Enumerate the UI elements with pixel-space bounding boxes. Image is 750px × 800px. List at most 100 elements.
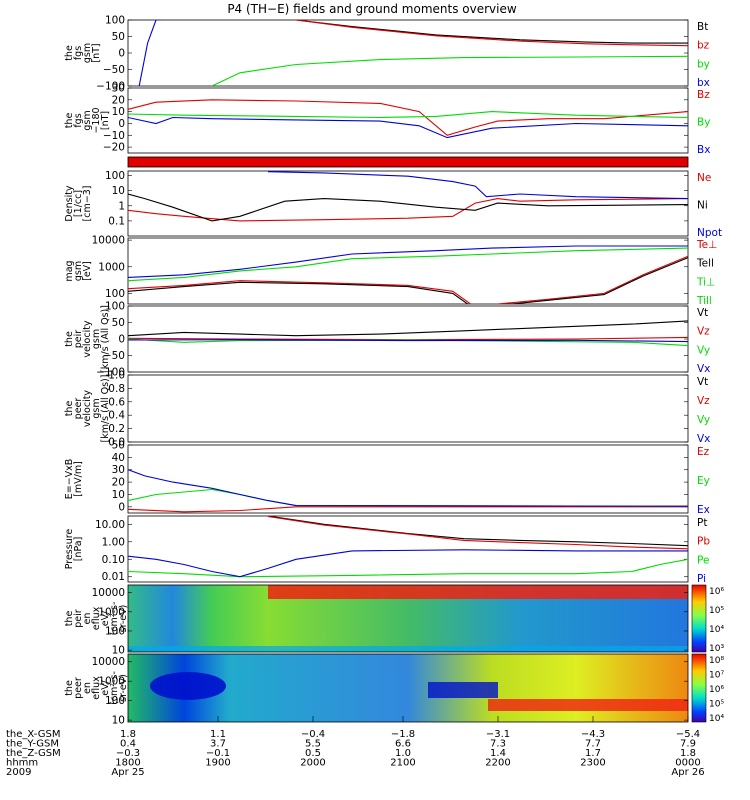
y-tick-label: 0.8 [108, 383, 125, 395]
x-row-value: 2100 [390, 758, 415, 769]
y-tick-label: 30 [112, 83, 125, 95]
panel-p4: 10000 1000 100 maggsm[eV] Te⊥ Tell Ti⊥ Till [64, 235, 717, 307]
y-axis-label-line: gsm [73, 261, 84, 281]
y-axis-label-line: peir [73, 609, 84, 628]
y-tick-label: 50 [112, 440, 125, 452]
y-tick-label: 10 [112, 106, 125, 118]
series-line-Pt [267, 516, 688, 547]
y-tick-label: 1 [118, 200, 125, 212]
y-axis-label: Density[1/cc][cm−3] [64, 185, 93, 221]
y-axis-label-line: [cm−3] [82, 186, 93, 222]
legend-label: Vz [697, 395, 710, 407]
y-axis-label: maggsm[eV] [64, 260, 93, 281]
x-year-label: 2009 [6, 767, 31, 778]
panel-frame [127, 19, 689, 87]
legend-label: Ni [697, 200, 708, 212]
y-tick-label: 100 [105, 15, 125, 27]
y-axis-label-line: eflux [91, 606, 102, 630]
y-axis-label-line: (cm²-s- [109, 671, 120, 705]
y-axis-label-line: [km/s (All Qs)] [100, 305, 111, 373]
y-axis-label-line: [nPa] [73, 537, 84, 562]
x-row-value: 1.4 [490, 748, 506, 759]
y-axis-label: thefgsgsm[nT] [64, 43, 102, 63]
y-axis-label-line: peir [73, 330, 84, 349]
legend-label: Vy [697, 344, 710, 356]
y-axis-label: thefgsgsm−180[nT] [64, 107, 111, 133]
y-axis-label-line: gsm [82, 43, 93, 63]
panel-frame [127, 444, 689, 514]
y-axis-label-line: (cm²-s- [109, 602, 120, 636]
x-row-value: 1.0 [395, 748, 411, 759]
x-row-value: 7.3 [490, 739, 506, 750]
legend-label: Ex [697, 504, 710, 516]
legend-label: Bt [697, 21, 708, 33]
y-tick-label: −20 [103, 142, 125, 154]
y-axis-label: Pressure[nPa] [64, 529, 84, 570]
series-line-Till [128, 247, 688, 282]
panel-frame [127, 653, 689, 723]
quality-flag-bar [127, 156, 689, 168]
x-row-value: 0.4 [120, 739, 136, 750]
legend-label: Pe [697, 554, 709, 566]
series-line-Bx [128, 116, 688, 139]
colorbar-tick-label: 10⁴ [709, 625, 724, 635]
legend-label: Vy [697, 414, 710, 426]
x-row-value: −3.1 [486, 729, 510, 740]
series-line-Vx [128, 339, 688, 343]
y-tick-label: 0 [118, 334, 125, 346]
panel-frame [127, 237, 689, 305]
legend-label: by [697, 58, 710, 70]
x-row-value: 7.7 [585, 739, 601, 750]
y-tick-label: 10 [112, 185, 125, 197]
x-row-value: −0.1 [206, 748, 230, 759]
legend-label: Ez [697, 446, 710, 458]
legend-label: Pt [697, 517, 707, 529]
panel-frame [127, 374, 689, 443]
y-tick-label: 10 [112, 645, 125, 657]
legend-label: Npot [697, 227, 722, 239]
series-line-bx [138, 20, 164, 86]
y-tick-label: 10000 [92, 587, 125, 599]
y-tick-label: 1000 [98, 261, 125, 273]
series-line-Npot [267, 171, 688, 200]
legend-label: Vx [697, 363, 710, 375]
y-axis-label: thepeerenefluxeV/(cm²-s-sr-eV) [64, 671, 129, 705]
y-tick-label: 10 [112, 715, 125, 727]
panel-p6: 1.00.80.60.40.20.0thepeervelocitygsm[km/… [64, 370, 710, 449]
x-row-label: the_X-GSM [6, 729, 60, 740]
legend-label: Ey [697, 475, 710, 487]
x-row-value: 1.8 [680, 748, 696, 759]
x-row-value: 6.6 [395, 739, 411, 750]
series-line-Pi [128, 549, 688, 578]
y-tick-label: −100 [96, 367, 125, 379]
y-tick-label: 100 [105, 301, 125, 313]
y-axis-label-line: [eV] [82, 261, 93, 281]
legend-label: Pi [697, 573, 706, 585]
x-row-value: 3.7 [210, 739, 226, 750]
legend-label: Vt [697, 376, 708, 388]
panel-p3: 100 10 1 0.1 Density[1/cc][cm−3] Ne Ni Npot [64, 170, 722, 239]
y-tick-label: 50 [112, 317, 125, 329]
y-tick-label: 50 [112, 31, 125, 43]
series-line-Ez [128, 506, 688, 513]
y-axis-label-line: fgs [73, 113, 84, 127]
series-line-Bz [128, 99, 688, 136]
y-axis-label-line: [km/s (All Qs)] [100, 375, 111, 443]
panel-frame [127, 584, 689, 653]
figure-title: P4 (TH−E) fields and ground moments over… [227, 2, 517, 16]
y-axis-label-line: fgs [73, 46, 84, 60]
panel-p8: 10.00 1.00 0.10 0.01 Pressure[nPa] Pt Pb Pe Pi [64, 515, 710, 585]
series-line-Te⊥ [128, 255, 688, 304]
y-axis-label-line: Density [64, 185, 75, 221]
spectrogram [128, 585, 688, 652]
y-tick-label: 10 [112, 489, 125, 501]
legend-label: Vx [697, 433, 710, 445]
series-line-Pe [128, 558, 688, 578]
x-row-value: 0000 [675, 758, 700, 769]
panel-p1: 100 50 0 −50 −100 thefgsgsm[nT] Bt bz by bx [64, 15, 710, 93]
x-row-value: 0.5 [305, 748, 321, 759]
series-line-Bt [295, 20, 688, 44]
y-tick-label: 0.01 [102, 571, 125, 583]
x-axis-labels: the_X-GSM 1.8 1.1 −0.4 −1.8 −3.1 −4.3 −5.4 the_Y… [6, 716, 705, 778]
y-axis-label-line: Pressure [64, 529, 75, 570]
